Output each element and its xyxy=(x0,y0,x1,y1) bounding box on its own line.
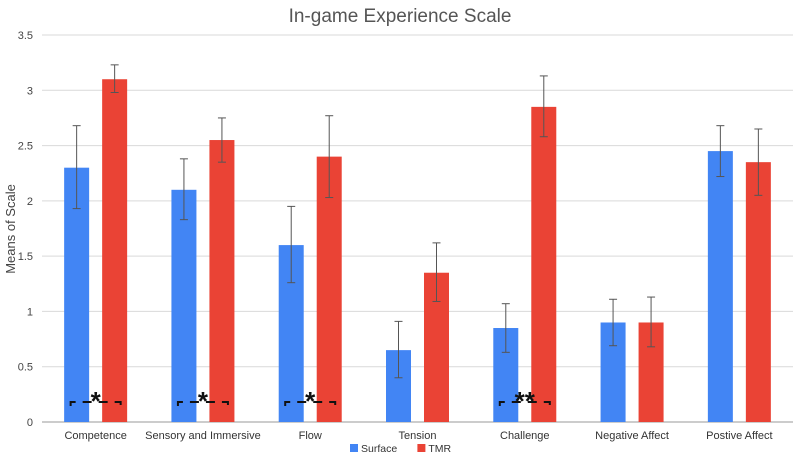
x-tick-label: Flow xyxy=(299,430,322,442)
significance-marker: ** xyxy=(515,386,536,416)
significance-marker: * xyxy=(305,386,316,416)
y-tick-label: 1 xyxy=(27,306,33,318)
bars xyxy=(64,79,771,423)
bar xyxy=(171,189,197,422)
legend-label: Surface xyxy=(361,443,397,455)
significance-bracket xyxy=(498,401,551,406)
significance-marker: * xyxy=(91,386,102,416)
x-tick-label: Sensory and Immersive xyxy=(145,430,261,442)
bar xyxy=(64,167,90,422)
significance-bracket xyxy=(284,401,337,406)
bar xyxy=(531,106,557,422)
legend: Surface TMR xyxy=(350,443,452,455)
error-bars xyxy=(72,64,763,379)
bar xyxy=(102,79,128,422)
significance-marker: * xyxy=(198,386,209,416)
bar xyxy=(209,140,235,423)
significance-annotations: * * * ** xyxy=(69,386,551,416)
significance-bracket xyxy=(69,401,122,406)
x-tick-label: Negative Affect xyxy=(595,430,669,442)
legend-swatch xyxy=(350,444,358,452)
gridlines xyxy=(42,34,793,423)
y-tick-label: 1.5 xyxy=(18,251,33,263)
x-tick-label: Competence xyxy=(64,430,126,442)
x-tick-label: Postive Affect xyxy=(706,430,772,442)
y-tick-label: 2.5 xyxy=(18,141,33,153)
y-tick-label: 2 xyxy=(27,196,33,208)
y-axis-ticks: 0 0.5 1 1.5 2 2.5 3 3.5 xyxy=(18,30,33,429)
chart-title: In-game Experience Scale xyxy=(289,6,512,27)
significance-bracket xyxy=(176,401,229,406)
legend-label: TMR xyxy=(428,443,451,455)
y-tick-label: 3 xyxy=(27,85,33,97)
bar xyxy=(745,162,771,422)
y-tick-label: 0.5 xyxy=(18,362,33,374)
x-tick-label: Tension xyxy=(399,430,437,442)
x-axis-ticks: Competence Sensory and Immersive Flow Tensi… xyxy=(64,430,772,442)
legend-swatch xyxy=(417,444,426,452)
y-axis-label: Means of Scale xyxy=(3,184,18,274)
y-tick-label: 3.5 xyxy=(18,30,33,42)
bar xyxy=(316,156,342,422)
bar xyxy=(707,151,733,422)
x-tick-label: Challenge xyxy=(500,430,550,442)
y-tick-label: 0 xyxy=(27,417,33,429)
